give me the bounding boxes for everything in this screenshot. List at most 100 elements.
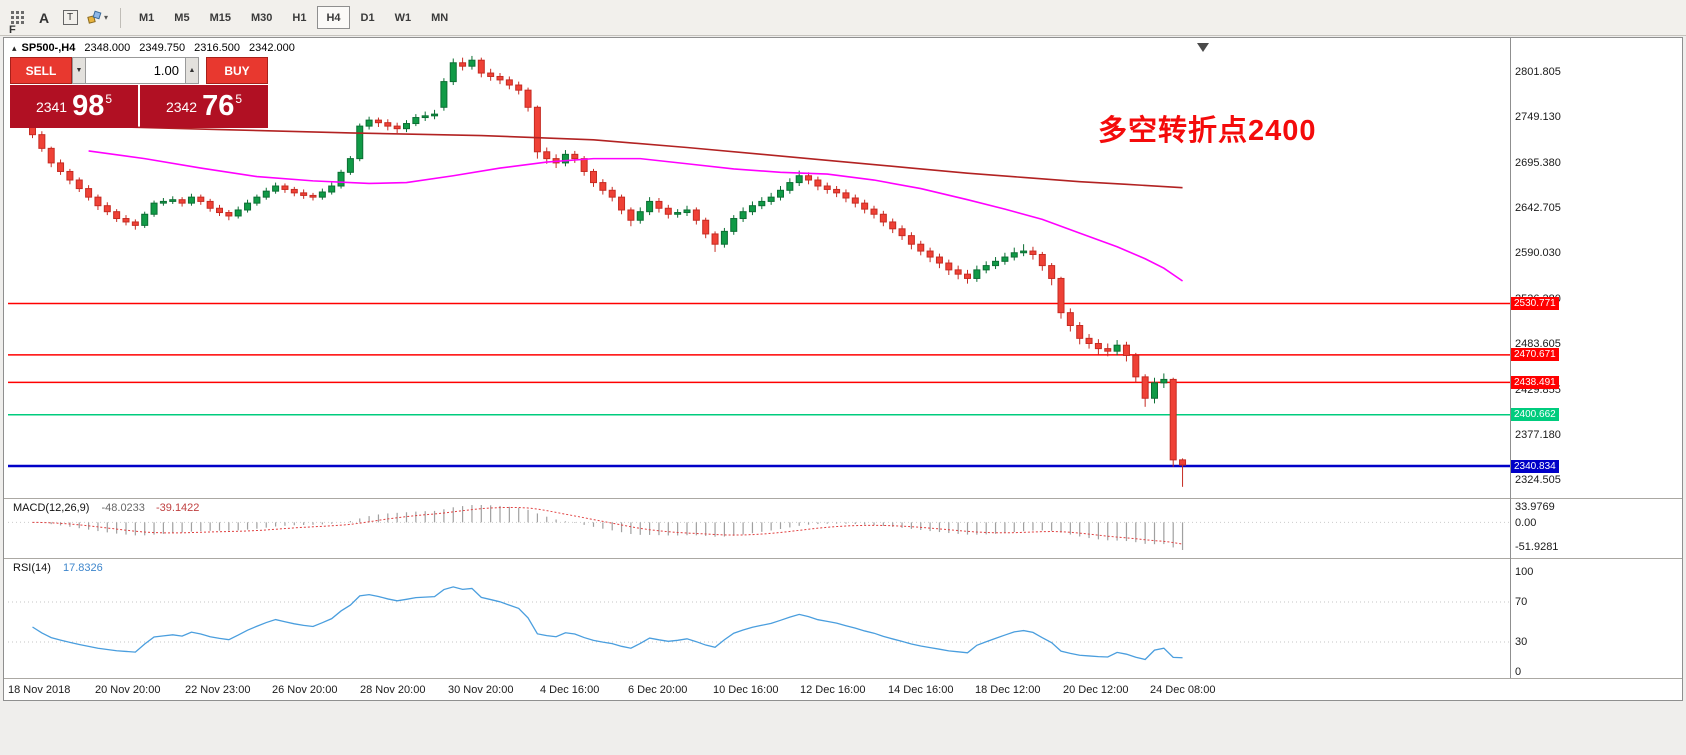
candle-body — [1122, 344, 1130, 356]
sell-button[interactable]: SELL — [10, 57, 72, 84]
candle-body — [365, 119, 373, 127]
macd-axis-label: -51.9281 — [1515, 541, 1559, 553]
buy-button[interactable]: BUY — [206, 57, 268, 84]
timeframe-button-m5[interactable]: M5 — [174, 11, 190, 24]
macd-signal-value: -39.1422 — [155, 502, 200, 514]
candle-body — [851, 197, 859, 204]
boxed-t-icon: T — [62, 10, 78, 25]
candle-body — [262, 190, 270, 198]
candle-body — [178, 199, 186, 204]
candle-body — [935, 256, 943, 264]
timeframe-button-m30[interactable]: M30 — [250, 11, 273, 24]
rsi-axis-label: 70 — [1515, 596, 1528, 608]
timeframe-button-h4[interactable]: H4 — [317, 6, 350, 29]
rsi-axis-label: 100 — [1515, 566, 1534, 578]
timeframe-button-mn[interactable]: MN — [431, 11, 449, 24]
timeframe-button-w1[interactable]: W1 — [394, 11, 412, 24]
candle-body — [1151, 382, 1158, 399]
price-line-tag[interactable]: 2400.662 — [1511, 408, 1559, 422]
price-line-tag[interactable]: 2470.671 — [1511, 348, 1559, 362]
candle-body — [907, 235, 915, 245]
candle-body — [1076, 325, 1084, 339]
candle-body — [38, 134, 46, 149]
candle-body — [131, 221, 139, 226]
panel-separator[interactable] — [4, 558, 1682, 559]
candle-body — [627, 209, 635, 221]
text-box-tool-button[interactable]: T — [58, 6, 82, 30]
candle-body — [608, 189, 616, 198]
volume-decrease-button[interactable]: ▼ — [72, 57, 86, 84]
candle-body — [309, 194, 317, 198]
fast-ma-line[interactable] — [88, 150, 1184, 282]
candle-body — [113, 211, 121, 220]
candle-body — [75, 179, 83, 190]
grid-icon[interactable] — [6, 6, 30, 30]
candle-body — [926, 250, 934, 258]
rsi-value: 17.8326 — [62, 562, 103, 574]
candle-body — [1179, 459, 1187, 466]
ask-big-digits: 76 — [202, 90, 235, 122]
slow-ma-line[interactable] — [88, 125, 1183, 189]
candle-body — [954, 269, 962, 275]
rsi-panel-canvas[interactable] — [8, 560, 1510, 678]
candle-body — [664, 207, 672, 215]
close-value: 2342.000 — [249, 42, 295, 54]
bid-price-display[interactable]: 2341 98 5 — [10, 85, 138, 128]
candle-body — [403, 123, 410, 130]
candle-body — [487, 72, 495, 77]
macd-signal-line — [32, 506, 1183, 545]
time-axis-label: 10 Dec 16:00 — [713, 684, 779, 696]
candle-body — [159, 200, 167, 204]
candle-body — [870, 208, 878, 215]
volume-increase-button[interactable]: ▲ — [185, 57, 199, 84]
symbol-info-line: ▴ SP500-,H4 2348.000 2349.750 2316.500 2… — [12, 42, 304, 54]
timeframe-button-m1[interactable]: M1 — [139, 11, 155, 24]
candle-body — [122, 218, 130, 223]
volume-input[interactable] — [86, 57, 185, 84]
candle-body — [524, 89, 532, 108]
price-line-tag[interactable]: 2340.834 — [1511, 459, 1559, 473]
candle-body — [758, 200, 766, 207]
ask-price-display[interactable]: 2342 76 5 — [140, 85, 268, 128]
timeframe-button-h1[interactable]: H1 — [292, 11, 307, 24]
price-chart-canvas[interactable] — [8, 40, 1510, 498]
candle-body — [833, 188, 841, 194]
candle-body — [1169, 378, 1177, 461]
candle-body — [543, 151, 551, 160]
candle-body — [57, 162, 65, 172]
toolbar-separator — [120, 7, 122, 28]
price-line-tag[interactable]: 2438.491 — [1511, 375, 1559, 389]
candle-body — [561, 153, 569, 164]
candle-body — [318, 191, 326, 198]
candle-body — [702, 219, 710, 235]
candle-body — [393, 125, 401, 130]
timeframe-button-d1[interactable]: D1 — [360, 11, 375, 24]
candle-body — [384, 122, 392, 127]
objects-dropdown-button[interactable]: ▾ — [84, 6, 111, 30]
chart-shift-marker-icon[interactable] — [1197, 43, 1209, 52]
one-click-toggle-icon[interactable]: ▴ — [12, 42, 17, 53]
macd-axis-label: 33.9769 — [1515, 500, 1555, 513]
candle-body — [767, 196, 775, 202]
price-line-tag[interactable]: 2530.771 — [1511, 296, 1559, 310]
macd-indicator-name: MACD(12,26,9) — [13, 502, 90, 514]
time-axis-label: 18 Nov 2018 — [8, 684, 71, 696]
bid-main-digits: 2341 — [35, 98, 68, 115]
candle-body — [94, 196, 102, 207]
candle-body — [477, 59, 485, 74]
panel-separator[interactable] — [4, 498, 1682, 499]
timeframe-button-m15[interactable]: M15 — [209, 11, 231, 24]
time-axis-label: 20 Dec 12:00 — [1063, 684, 1129, 696]
candle-body — [879, 213, 887, 223]
time-axis-label: 26 Nov 20:00 — [272, 684, 338, 696]
candle-body — [300, 192, 308, 196]
candle-body — [739, 211, 747, 220]
candle-body — [889, 221, 897, 230]
candle-body — [1113, 344, 1121, 352]
bid-big-digits: 98 — [72, 90, 105, 122]
macd-panel-canvas[interactable] — [8, 500, 1510, 557]
text-label-tool-button[interactable]: A — [32, 6, 56, 30]
chart-annotation: 多空转折点2400 — [1098, 115, 1317, 147]
rsi-line — [32, 586, 1183, 661]
time-axis-label: 12 Dec 16:00 — [800, 684, 866, 696]
